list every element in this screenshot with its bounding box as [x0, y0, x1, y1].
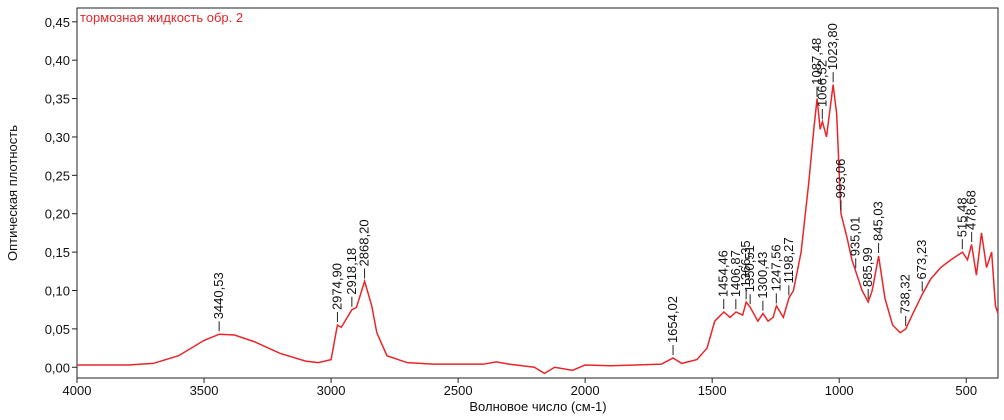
plot-frame [76, 7, 999, 379]
x-tick-label: 2000 [571, 383, 600, 398]
y-axis-label: Оптическая плотность [5, 125, 20, 261]
peak-label: 1654,02 [665, 296, 680, 343]
peak-label: 1087,48 [809, 38, 824, 85]
peak-label: 2868,20 [357, 219, 372, 266]
peak-label: 515,48 [954, 197, 969, 237]
spectrum-line [77, 84, 999, 375]
peak-label: 1023,80 [825, 23, 840, 70]
peak-label: 1454,46 [716, 250, 731, 297]
peak-label: 1406,87 [728, 250, 743, 297]
y-tick-label: 0,20 [45, 207, 70, 222]
peak-label: 738,32 [898, 274, 913, 314]
peak-label: 845,03 [871, 201, 886, 241]
x-tick-label: 500 [955, 383, 977, 398]
peak-label: 1066,52 [814, 60, 829, 107]
y-tick-label: 0,30 [45, 130, 70, 145]
chart-title: тормозная жидкость обр. 2 [80, 10, 243, 25]
peak-label: 2918,18 [344, 248, 359, 295]
y-tick-label: 0,15 [45, 245, 70, 260]
peak-label: 993,06 [833, 159, 848, 199]
y-tick-label: 0,25 [45, 168, 70, 183]
peak-label: 1366,35 [738, 240, 753, 287]
peak-label: 935,01 [848, 217, 863, 257]
x-tick-label: 4000 [63, 383, 92, 398]
x-axis-label: Волновое число (см-1) [469, 399, 606, 414]
peak-label: 1350,51 [742, 245, 757, 292]
peak-label: 1300,43 [755, 252, 770, 299]
y-tick-label: 0,35 [45, 92, 70, 107]
peak-label: 2974,90 [329, 263, 344, 310]
y-tick-label: 0,40 [45, 53, 70, 68]
peak-label: 1247,56 [768, 244, 783, 291]
peak-label: 478,68 [964, 190, 979, 230]
peak-label: 885,99 [860, 247, 875, 287]
y-tick-label: 0,05 [45, 322, 70, 337]
y-tick-label: 0,45 [45, 15, 70, 30]
y-tick-label: 0,10 [45, 283, 70, 298]
peak-label: 3440,53 [211, 272, 226, 319]
x-tick-label: 1000 [825, 383, 854, 398]
x-tick-label: 2500 [444, 383, 473, 398]
x-tick-label: 3000 [317, 383, 346, 398]
x-tick-label: 1500 [698, 383, 727, 398]
peak-label: 1198,27 [781, 237, 796, 283]
x-tick-label: 3500 [190, 383, 219, 398]
peak-label: 673,23 [914, 240, 929, 280]
y-tick-label: 0,00 [45, 360, 70, 375]
